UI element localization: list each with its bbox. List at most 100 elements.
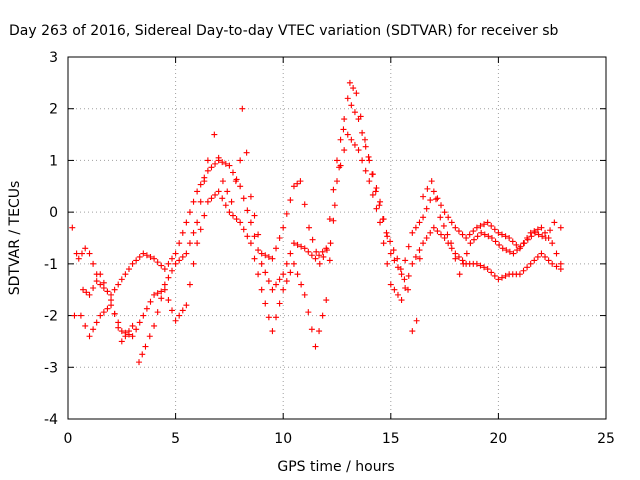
data-point [158, 288, 165, 295]
data-point [194, 219, 201, 226]
data-point [222, 160, 229, 167]
data-point [276, 235, 283, 241]
data-point [90, 326, 97, 333]
data-point [294, 271, 301, 278]
data-point [151, 322, 158, 329]
data-point [437, 214, 444, 221]
data-point [237, 157, 244, 164]
data-point [172, 260, 179, 267]
chart-title: Day 263 of 2016, Sidereal Day-to-day VTE… [9, 23, 559, 39]
data-point [549, 240, 556, 247]
data-point [405, 286, 412, 293]
data-point [186, 240, 193, 247]
data-point [320, 253, 327, 260]
data-point [312, 255, 319, 262]
data-point [237, 219, 244, 226]
data-point [384, 233, 391, 240]
data-point [219, 195, 226, 202]
data-point [93, 319, 100, 326]
data-point [491, 226, 498, 233]
data-point [229, 169, 236, 176]
data-point [82, 245, 89, 252]
data-point [362, 143, 369, 150]
x-tick-label: 25 [597, 431, 615, 447]
data-point [208, 164, 215, 171]
data-point [387, 281, 394, 288]
data-point [140, 312, 147, 319]
data-point [424, 185, 431, 192]
data-point [161, 281, 168, 288]
plot-frame [67, 56, 607, 420]
data-point [542, 235, 549, 241]
data-point [430, 188, 437, 195]
data-point [330, 186, 337, 193]
data-point [255, 231, 262, 238]
data-point [283, 210, 290, 217]
data-point [75, 255, 82, 262]
data-point [331, 202, 338, 209]
data-point [459, 231, 466, 238]
data-point [239, 105, 246, 112]
data-point [420, 193, 427, 200]
data-point [474, 233, 481, 240]
y-tick-label: 1 [49, 153, 58, 169]
data-point [357, 113, 364, 120]
data-point [97, 281, 104, 288]
data-point [534, 226, 541, 233]
data-point [133, 326, 140, 333]
data-point [100, 284, 107, 291]
data-point [336, 164, 343, 171]
data-point [118, 338, 125, 345]
data-point [100, 279, 107, 286]
data-point [428, 178, 435, 185]
data-point [115, 281, 122, 288]
data-point [154, 309, 161, 316]
data-point [129, 322, 136, 329]
data-point [372, 188, 379, 195]
data-point [481, 264, 488, 271]
data-point [316, 328, 323, 335]
x-tick-labels: 0 5 10 15 20 25 [64, 431, 615, 447]
data-point [549, 260, 556, 267]
y-tick-label: -2 [44, 309, 58, 325]
x-tick-label: 20 [489, 431, 507, 447]
data-point [326, 257, 333, 264]
data-point [394, 255, 401, 262]
data-point [176, 257, 183, 264]
data-point [82, 322, 89, 329]
data-point [488, 235, 495, 241]
data-point [319, 312, 326, 319]
data-point [204, 157, 211, 164]
data-point [471, 236, 478, 243]
data-point [212, 191, 219, 198]
data-point [309, 236, 316, 243]
data-point [294, 180, 301, 187]
data-point [473, 224, 480, 231]
data-point [365, 153, 372, 160]
data-point [165, 260, 172, 267]
data-point [506, 248, 513, 255]
data-point [169, 307, 176, 314]
data-point [224, 188, 231, 195]
data-point [158, 295, 165, 302]
data-point [219, 178, 226, 185]
data-point [427, 197, 434, 204]
data-point [463, 250, 470, 257]
data-point [104, 305, 111, 312]
data-point [129, 260, 136, 267]
data-point [283, 260, 290, 267]
data-point [183, 302, 190, 309]
data-point [412, 224, 419, 231]
data-point [438, 202, 445, 209]
data-point [416, 247, 423, 254]
data-point [557, 266, 564, 273]
data-point [496, 241, 503, 248]
data-point [427, 229, 434, 236]
data-point [545, 257, 552, 264]
data-point [495, 276, 502, 283]
data-point [142, 343, 149, 350]
data-point [452, 224, 459, 231]
data-point [251, 212, 258, 219]
data-point [470, 228, 477, 235]
data-point [377, 198, 384, 205]
